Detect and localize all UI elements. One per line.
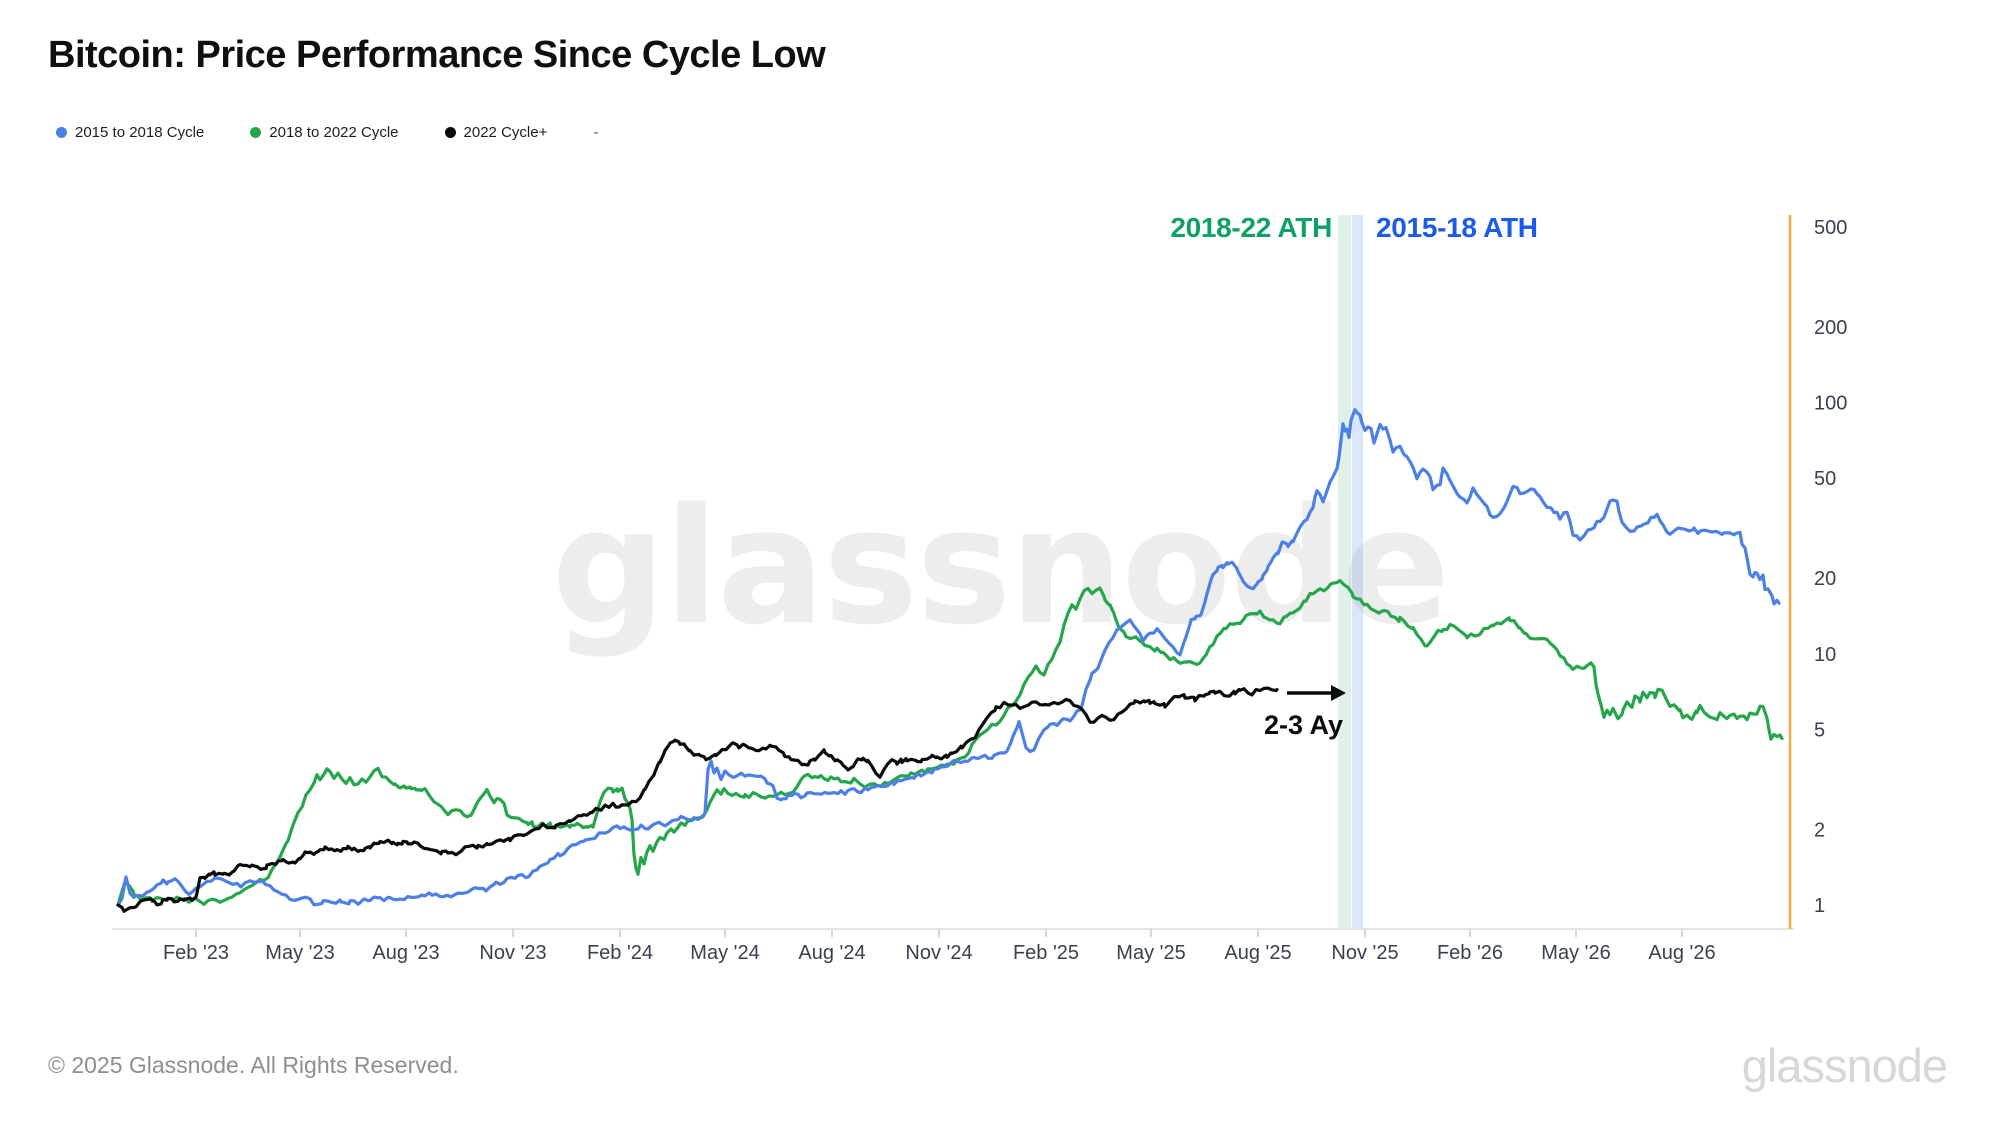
- series-2022-cycle+: [116, 686, 1279, 913]
- legend-item-2018-2022[interactable]: 2018 to 2022 Cycle: [250, 124, 399, 141]
- x-tick-label: Feb '24: [587, 942, 653, 964]
- y-tick-label: 5: [1814, 719, 1825, 741]
- ath-2015-18-label: 2015-18 ATH: [1376, 212, 1538, 243]
- x-tick-label: Nov '24: [905, 942, 972, 964]
- y-tick-label: 10: [1814, 644, 1836, 666]
- series-2015-to-2018-cycle: [116, 408, 1781, 907]
- y-tick-label: 200: [1814, 317, 1847, 339]
- x-tick-label: May '23: [265, 942, 334, 964]
- x-tick-label: Feb '25: [1013, 942, 1079, 964]
- right-arrow-icon: [1286, 681, 1348, 710]
- x-tick-label: Feb '26: [1437, 942, 1503, 964]
- y-tick-label: 50: [1814, 468, 1836, 490]
- chart-legend: 2015 to 2018 Cycle 2018 to 2022 Cycle 20…: [56, 124, 598, 141]
- ath-band: [1338, 215, 1351, 929]
- glassnode-logo: glassnode: [1741, 1039, 1948, 1092]
- legend-label: 2018 to 2022 Cycle: [269, 124, 399, 141]
- x-tick-label: Nov '23: [479, 942, 546, 964]
- legend-item-2015-2018[interactable]: 2015 to 2018 Cycle: [56, 124, 204, 141]
- y-tick-label: 500: [1814, 217, 1847, 239]
- copyright-text: © 2025 Glassnode. All Rights Reserved.: [48, 1052, 459, 1078]
- y-tick-label: 1: [1814, 895, 1825, 917]
- legend-dot-icon: [444, 127, 456, 138]
- watermark-glassnode: glassnode: [552, 473, 1449, 660]
- series-2018-to-2022-cycle: [116, 579, 1784, 907]
- duration-annotation: 2-3 Ay: [1264, 710, 1344, 740]
- x-tick-label: May '24: [690, 942, 759, 964]
- x-tick-label: Aug '26: [1648, 942, 1715, 964]
- x-tick-label: Aug '25: [1224, 942, 1291, 964]
- legend-label: 2015 to 2018 Cycle: [75, 124, 205, 141]
- x-tick-label: Nov '25: [1331, 942, 1398, 964]
- legend-item-2022-plus[interactable]: 2022 Cycle+: [444, 124, 548, 141]
- legend-extra-dash: -: [593, 124, 599, 141]
- x-tick-label: Feb '23: [163, 942, 229, 964]
- y-tick-label: 20: [1814, 568, 1836, 590]
- legend-dot-icon: [250, 127, 262, 138]
- y-tick-label: 100: [1814, 393, 1847, 415]
- x-tick-label: Aug '23: [372, 942, 439, 964]
- x-tick-label: May '25: [1116, 942, 1185, 964]
- legend-dot-icon: [56, 127, 67, 138]
- page-title: Bitcoin: Price Performance Since Cycle L…: [48, 34, 826, 76]
- legend-label: 2022 Cycle+: [463, 124, 548, 141]
- y-tick-label: 2: [1814, 819, 1825, 841]
- x-tick-label: Aug '24: [798, 942, 865, 964]
- ath-band: [1352, 215, 1363, 929]
- x-tick-label: May '26: [1541, 942, 1610, 964]
- ath-2018-22-label: 2018-22 ATH: [1170, 212, 1332, 243]
